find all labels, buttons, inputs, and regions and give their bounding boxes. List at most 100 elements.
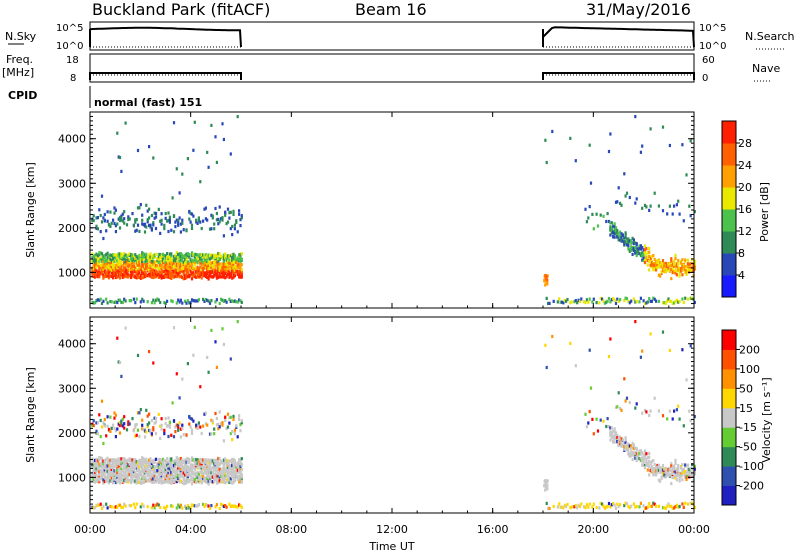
scatter-cell <box>189 273 192 277</box>
scatter-cell <box>181 377 184 381</box>
scatter-cell <box>635 452 638 456</box>
scatter-cell <box>236 265 239 269</box>
scatter-cell <box>160 462 163 466</box>
scatter-cell <box>632 248 635 252</box>
scatter-cell <box>141 474 144 478</box>
scatter-cell <box>178 460 181 464</box>
scatter-cell <box>642 453 645 457</box>
scatter-cell <box>623 445 626 449</box>
scatter-cell <box>583 300 586 304</box>
scatter-cell <box>154 474 158 478</box>
scatter-cell <box>675 503 678 507</box>
scatter-cell <box>229 415 232 419</box>
scatter-cell <box>98 472 101 476</box>
scatter-cell <box>107 276 111 280</box>
scatter-cell <box>204 463 207 467</box>
scatter-cell <box>179 254 182 259</box>
scatter-cell <box>150 506 153 510</box>
scatter-cell <box>208 270 212 274</box>
scatter-cell <box>193 468 196 472</box>
scatter-cell <box>673 464 676 468</box>
scatter-cell <box>195 269 198 273</box>
scatter-cell <box>153 460 156 464</box>
scatter-cell <box>106 424 109 428</box>
scatter-cell <box>220 502 223 506</box>
scatter-cell <box>573 300 576 304</box>
scatter-cell <box>185 479 188 483</box>
scatter-cell <box>112 466 115 470</box>
scatter-cell <box>178 468 181 472</box>
scatter-cell <box>166 219 169 223</box>
scatter-cell <box>142 271 145 275</box>
scatter-cell <box>150 263 153 267</box>
scatter-cell <box>135 255 138 259</box>
scatter-cell <box>224 461 227 465</box>
scatter-cell <box>681 273 684 277</box>
scatter-cell <box>181 263 184 267</box>
scatter-cell <box>110 476 113 480</box>
scatter-cell <box>177 462 180 466</box>
scatter-cell <box>152 260 155 264</box>
scatter-cell <box>123 415 126 419</box>
scatter-cell <box>159 436 162 440</box>
scatter-cell <box>171 401 174 405</box>
scatter-cell <box>196 461 199 466</box>
scatter-cell <box>693 259 696 263</box>
scatter-cell <box>222 472 225 476</box>
scatter-cell <box>136 223 140 227</box>
scatter-cell <box>190 456 194 460</box>
y-tick-label: 4000 <box>58 133 86 146</box>
scatter-cell <box>141 467 144 471</box>
scatter-cell <box>179 472 182 477</box>
scatter-cell <box>170 274 173 278</box>
scatter-cell <box>123 254 126 258</box>
scatter-cell <box>650 299 653 303</box>
scatter-cell <box>152 361 155 365</box>
scatter-cell <box>605 219 608 224</box>
scatter-cell <box>613 434 616 438</box>
scatter-cell <box>153 269 156 273</box>
scatter-cell <box>650 263 653 267</box>
scatter-cell <box>92 463 95 467</box>
scatter-cell <box>167 275 170 279</box>
scatter-cell <box>164 416 167 421</box>
scatter-cell <box>663 262 666 266</box>
scatter-cell <box>114 463 117 467</box>
scatter-cell <box>612 230 615 234</box>
scatter-cell <box>200 255 203 259</box>
scatter-cell <box>175 467 178 471</box>
scatter-cell <box>154 211 158 216</box>
nsky-frame <box>89 21 695 51</box>
scatter-cell <box>148 473 151 477</box>
scatter-cell <box>109 429 112 433</box>
scatter-cell <box>204 422 207 426</box>
scatter-cell <box>157 255 160 259</box>
scatter-cell <box>118 467 122 471</box>
scatter-cell <box>200 460 203 464</box>
scatter-cell <box>141 257 144 261</box>
scatter-cell <box>685 270 688 274</box>
scatter-cell <box>204 470 207 474</box>
scatter-cell <box>617 231 620 236</box>
scatter-cell <box>95 269 98 273</box>
scatter-cell <box>197 298 200 302</box>
scatter-cell <box>231 438 234 442</box>
scatter-cell <box>139 300 142 304</box>
scatter-cell <box>670 257 673 261</box>
scatter-cell <box>95 467 98 471</box>
scatter-cell <box>627 442 630 446</box>
scatter-cell <box>639 253 642 258</box>
scatter-cell <box>544 488 547 492</box>
power-frame <box>89 111 695 309</box>
scatter-cell <box>668 504 671 508</box>
scatter-cell <box>675 474 678 478</box>
scatter-cell <box>623 441 626 445</box>
scatter-cell <box>128 468 131 472</box>
scatter-cell <box>175 268 178 272</box>
scatter-cell <box>189 463 192 467</box>
scatter-cell <box>112 468 115 472</box>
scatter-cell <box>170 466 173 470</box>
scatter-cell <box>546 282 549 286</box>
scatter-cell <box>124 479 127 483</box>
